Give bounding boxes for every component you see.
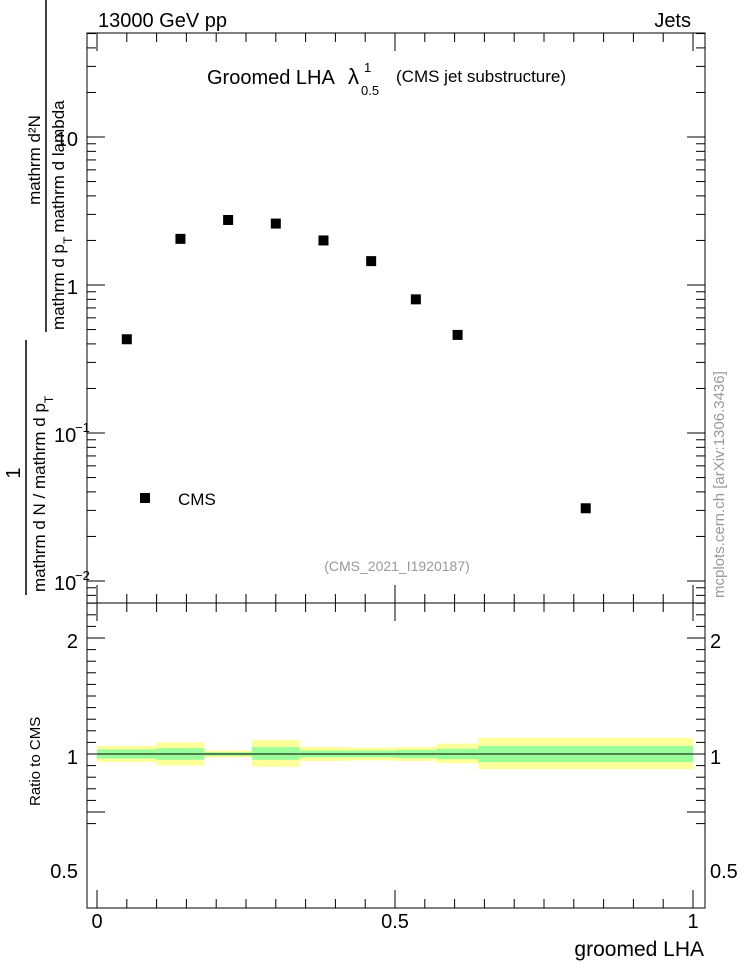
ratio-bands — [97, 737, 693, 770]
analysis-label: (CMS_2021_I1920187) — [324, 558, 470, 574]
data-point-cms — [175, 233, 186, 244]
data-point-cms — [270, 218, 281, 229]
ratio-ytick-label-right-1: 1 — [710, 747, 721, 769]
ratio-ytick-label-2: 2 — [67, 631, 78, 653]
data-point-cms — [580, 503, 591, 514]
title-lambda-symbol: λ — [348, 64, 359, 89]
ytick-label-10: 10 — [56, 129, 78, 151]
xtick-label-1: 1 — [687, 911, 698, 933]
process-label: Jets — [654, 10, 691, 32]
ratio-ytick-label-right-2: 2 — [710, 631, 721, 653]
ratio-ytick-label-0.5: 0.5 — [50, 861, 78, 883]
legend-label-cms: CMS — [178, 490, 216, 509]
data-point-cms — [318, 235, 329, 246]
ratio-stat-band — [251, 747, 300, 760]
ytick-label-0.01-exponent: −2 — [75, 568, 90, 583]
title-suffix: (CMS jet substructure) — [396, 67, 566, 86]
ratio-ylabel: Ratio to CMS — [27, 717, 44, 806]
data-point-cms — [121, 334, 132, 345]
x-axis-label: groomed LHA — [574, 938, 704, 961]
ratio-ytick-label-1: 1 — [67, 747, 78, 769]
ratio-ytick-label-right-0.5: 0.5 — [710, 861, 738, 883]
data-point-cms — [452, 329, 463, 340]
energy-label: 13000 GeV pp — [98, 10, 227, 32]
legend-marker-cms — [140, 493, 150, 503]
xtick-label-0: 0 — [91, 911, 102, 933]
ylabel-numerator: mathrm d²N — [25, 115, 44, 205]
main-data-points — [121, 214, 591, 514]
ylabel-prefix-denominator: mathrm d N / mathrm d pT — [30, 395, 56, 592]
plot-title: Groomed LHA — [207, 67, 335, 89]
ratio-plot-frame — [86, 602, 706, 909]
mcplots-side-label: mcplots.cern.ch [arXiv:1306.3436] — [711, 371, 728, 598]
title-subscript: 0.5 — [361, 83, 379, 98]
title-superscript: 1 — [364, 60, 371, 75]
ratio-axis-ticks — [87, 602, 705, 908]
ylabel-prefix-numerator: 1 — [3, 467, 25, 478]
xtick-label-0.5: 0.5 — [381, 911, 409, 933]
data-point-cms — [223, 214, 234, 225]
main-axis-ticks — [87, 33, 705, 603]
main-plot-frame — [86, 32, 706, 604]
ytick-label-0.01: 10 — [54, 573, 76, 595]
ylabel-denominator: mathrm d pTmathrm d lambda — [49, 100, 75, 330]
ytick-label-0.1: 10 — [54, 425, 76, 447]
data-point-cms — [410, 294, 421, 305]
main-ylabel: 1 mathrm d N / mathrm d pT mathrm d²N ma… — [3, 0, 75, 595]
ytick-label-0.1-exponent: −1 — [75, 420, 90, 435]
data-point-cms — [366, 256, 377, 267]
ytick-label-1: 1 — [67, 277, 78, 299]
